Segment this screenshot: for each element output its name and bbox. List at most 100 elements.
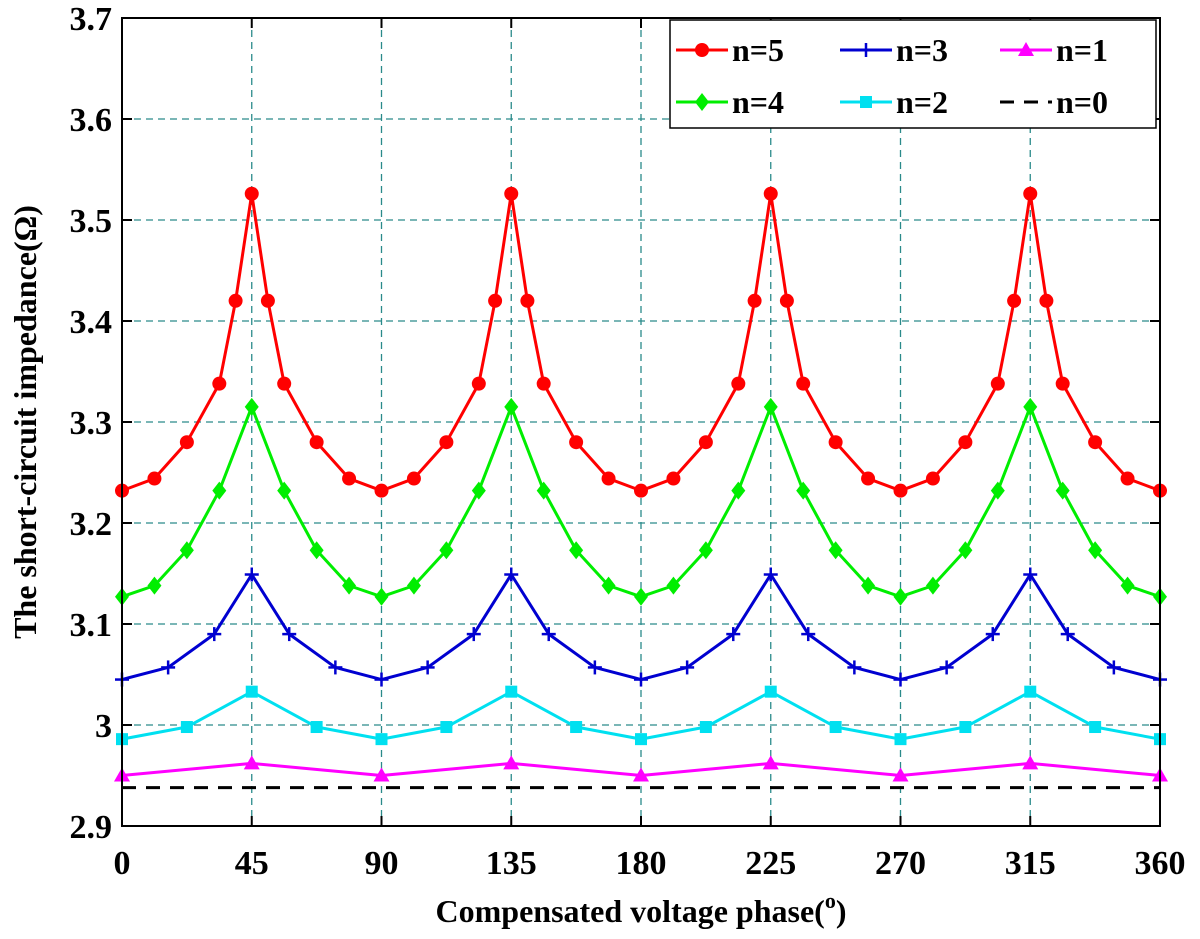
x-tick-label: 135 [486,845,537,882]
x-tick-label: 270 [875,845,926,882]
data-point [828,541,843,560]
data-point [147,471,162,486]
data-point [829,721,842,734]
data-point [439,541,454,560]
data-point [277,376,292,391]
data-point [634,483,648,498]
plot-frame [121,17,1161,827]
data-point [925,576,940,595]
data-point [861,576,876,595]
legend-label: n=0 [1056,84,1108,120]
data-point [244,186,259,201]
data-point [179,541,194,560]
data-point [212,376,227,391]
data-point [244,397,259,416]
data-point [310,721,323,734]
data-point [374,587,389,606]
data-point [731,376,746,391]
legend-item: n=3 [840,32,948,68]
legend-marker [1018,42,1034,56]
data-point [207,627,222,642]
data-point [260,293,275,308]
data-point [147,576,162,595]
data-point [420,660,435,675]
data-point [374,483,389,498]
y-tick-label: 3.2 [70,506,113,543]
legend-box [669,19,1157,129]
legend-label: n=4 [732,84,784,120]
data-point [373,767,390,782]
y-tick-label: 2.9 [70,809,113,846]
data-point [894,733,907,746]
data-point [893,483,908,498]
x-tick-labels: 0 45 90 135 180 225 270 315 360 [114,845,1186,882]
data-point [698,541,713,560]
data-point [179,435,194,450]
data-point [893,672,908,687]
data-point [570,721,583,734]
x-tick-label: 45 [235,845,269,882]
y-tick-label: 3.7 [70,1,113,38]
data-point [763,567,778,582]
data-point [504,397,519,416]
series-n-2 [116,685,1166,746]
data-point [796,376,811,391]
data-point [406,471,421,486]
data-point [374,672,389,687]
data-point [698,435,713,450]
data-point [569,435,584,450]
x-tick-label: 225 [745,845,796,882]
legend-item: n=1 [1000,32,1108,68]
data-point [990,376,1005,391]
x-tick-label: 315 [1005,845,1056,882]
data-point [466,627,481,642]
data-point [282,627,297,642]
legend-item: n=5 [676,32,784,68]
legend-marker [695,43,709,57]
data-point [1023,567,1038,582]
series-n-5 [115,186,1167,498]
data-point [666,471,681,486]
y-tick-labels: 2.9 3 3.1 3.2 3.3 3.4 3.5 3.6 3.7 [70,1,113,846]
series-n-4 [115,397,1167,606]
data-point [1007,293,1022,308]
data-point [1023,186,1038,201]
series-group [114,186,1168,790]
data-point [601,576,616,595]
legend-marker [860,96,872,108]
data-point [212,481,227,500]
data-point [505,685,518,698]
data-point [893,587,908,606]
x-tick-label: 90 [365,845,399,882]
data-point [536,481,551,500]
y-tick-label: 3.3 [70,405,113,442]
data-point [1120,576,1135,595]
legend: n=5 n=3 n=1 n=4 n=2 n=0 [669,19,1157,129]
data-point [569,541,584,560]
data-point [536,376,551,391]
data-point [1106,660,1121,675]
data-point [520,293,535,308]
data-point [488,293,503,308]
data-point [762,755,779,770]
data-point [601,471,616,486]
data-point [747,293,762,308]
legend-item: n=2 [840,84,948,120]
data-point [228,293,243,308]
data-point [439,435,454,450]
data-point [180,721,193,734]
y-axis-label: The short-circuit impedance(Ω) [7,205,43,639]
data-point [504,567,519,582]
data-point [828,435,843,450]
data-point [1039,293,1054,308]
data-point [763,397,778,416]
data-point [587,660,602,675]
data-point [342,576,357,595]
data-point [471,481,486,500]
x-tick-label: 360 [1135,845,1186,882]
data-point [161,660,176,675]
data-point [503,755,520,770]
data-point [847,660,862,675]
y-tick-label: 3.1 [70,607,113,644]
data-point [958,541,973,560]
